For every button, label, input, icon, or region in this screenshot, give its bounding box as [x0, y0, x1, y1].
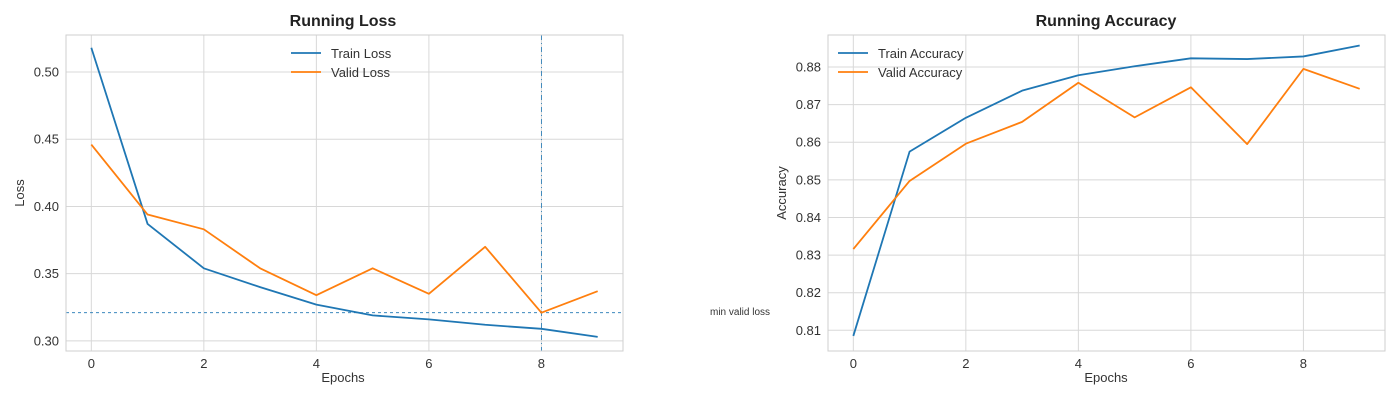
loss-legend: Train Loss Valid Loss	[291, 46, 392, 80]
loss-y-tick-label: 0.50	[34, 64, 59, 79]
series-line-valid-accuracy	[852, 67, 1360, 250]
accuracy-grid	[828, 35, 1385, 351]
accuracy-y-tick-label: 0.82	[796, 285, 821, 300]
loss-y-tick-label: 0.30	[34, 333, 59, 348]
series-line-train-loss	[90, 47, 598, 338]
accuracy-y-ticks: 0.81 0.82 0.83 0.84 0.85 0.86 0.87 0.88	[796, 59, 821, 337]
loss-x-tick-label: 4	[313, 356, 320, 371]
accuracy-x-axis-label: Epochs	[1084, 370, 1128, 385]
loss-grid	[66, 35, 623, 351]
series-line-valid-loss	[90, 144, 599, 314]
accuracy-x-tick-label: 8	[1300, 356, 1307, 371]
accuracy-x-tick-label: 2	[962, 356, 969, 371]
loss-reference-lines	[66, 35, 623, 351]
accuracy-y-tick-label: 0.81	[796, 323, 821, 338]
accuracy-y-axis-label: Accuracy	[774, 166, 789, 220]
loss-x-ticks: 0 2 4 6 8	[88, 356, 545, 371]
accuracy-y-tick-label: 0.85	[796, 172, 821, 187]
legend-label-valid-loss: Valid Loss	[331, 65, 391, 80]
loss-series-lines	[90, 47, 599, 338]
accuracy-chart-title: Running Accuracy	[1036, 13, 1177, 30]
accuracy-y-tick-label: 0.87	[796, 97, 821, 112]
loss-x-tick-label: 0	[88, 356, 95, 371]
loss-y-tick-label: 0.35	[34, 266, 59, 281]
legend-label-train-loss: Train Loss	[331, 46, 392, 61]
loss-chart-title: Running Loss	[290, 13, 397, 30]
loss-plot-frame	[65, 34, 624, 352]
accuracy-plot-frame	[827, 34, 1386, 352]
accuracy-legend: Train Accuracy Valid Accuracy	[838, 46, 964, 80]
loss-x-tick-label: 8	[538, 356, 545, 371]
min-valid-loss-label: min valid loss	[710, 307, 770, 318]
loss-y-axis-label: Loss	[12, 179, 27, 207]
loss-y-ticks: 0.30 0.35 0.40 0.45 0.50	[34, 64, 59, 348]
accuracy-x-tick-label: 0	[850, 356, 857, 371]
accuracy-x-ticks: 0 2 4 6 8	[850, 356, 1307, 371]
series-line-train-accuracy	[852, 44, 1360, 337]
loss-y-tick-label: 0.40	[34, 199, 59, 214]
loss-x-tick-label: 6	[425, 356, 432, 371]
loss-x-tick-label: 2	[200, 356, 207, 371]
accuracy-y-tick-label: 0.84	[796, 210, 821, 225]
accuracy-x-tick-label: 6	[1187, 356, 1194, 371]
loss-y-tick-label: 0.45	[34, 132, 59, 147]
accuracy-x-tick-label: 4	[1075, 356, 1082, 371]
loss-x-axis-label: Epochs	[321, 370, 365, 385]
legend-label-valid-accuracy: Valid Accuracy	[878, 65, 963, 80]
legend-label-train-accuracy: Train Accuracy	[878, 46, 964, 61]
accuracy-y-tick-label: 0.88	[796, 59, 821, 74]
accuracy-y-tick-label: 0.86	[796, 135, 821, 150]
accuracy-series-lines	[852, 44, 1360, 337]
accuracy-y-tick-label: 0.83	[796, 248, 821, 263]
